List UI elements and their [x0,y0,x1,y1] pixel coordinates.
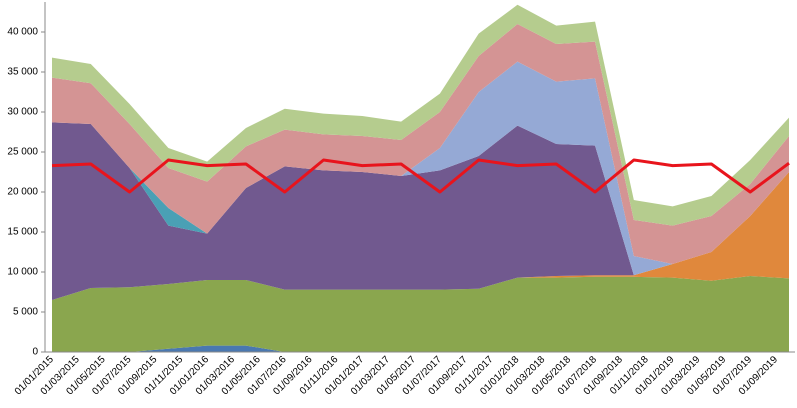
area [52,276,789,352]
area [52,345,789,352]
y-tick-label: 35 000 [7,67,38,78]
area [52,4,789,226]
y-tick-label: 5 000 [13,307,38,318]
area [52,122,789,301]
y-tick-label: 15 000 [7,227,38,238]
y-tick-label: 25 000 [7,147,38,158]
line [51,158,790,194]
area [52,24,789,264]
y-tick-label: 10 000 [7,267,38,278]
y-tick-label: 0 [32,347,38,358]
area [52,61,789,276]
y-tick-label: 40 000 [7,27,38,38]
y-tick-label: 30 000 [7,107,38,118]
y-tick-label: 20 000 [7,187,38,198]
